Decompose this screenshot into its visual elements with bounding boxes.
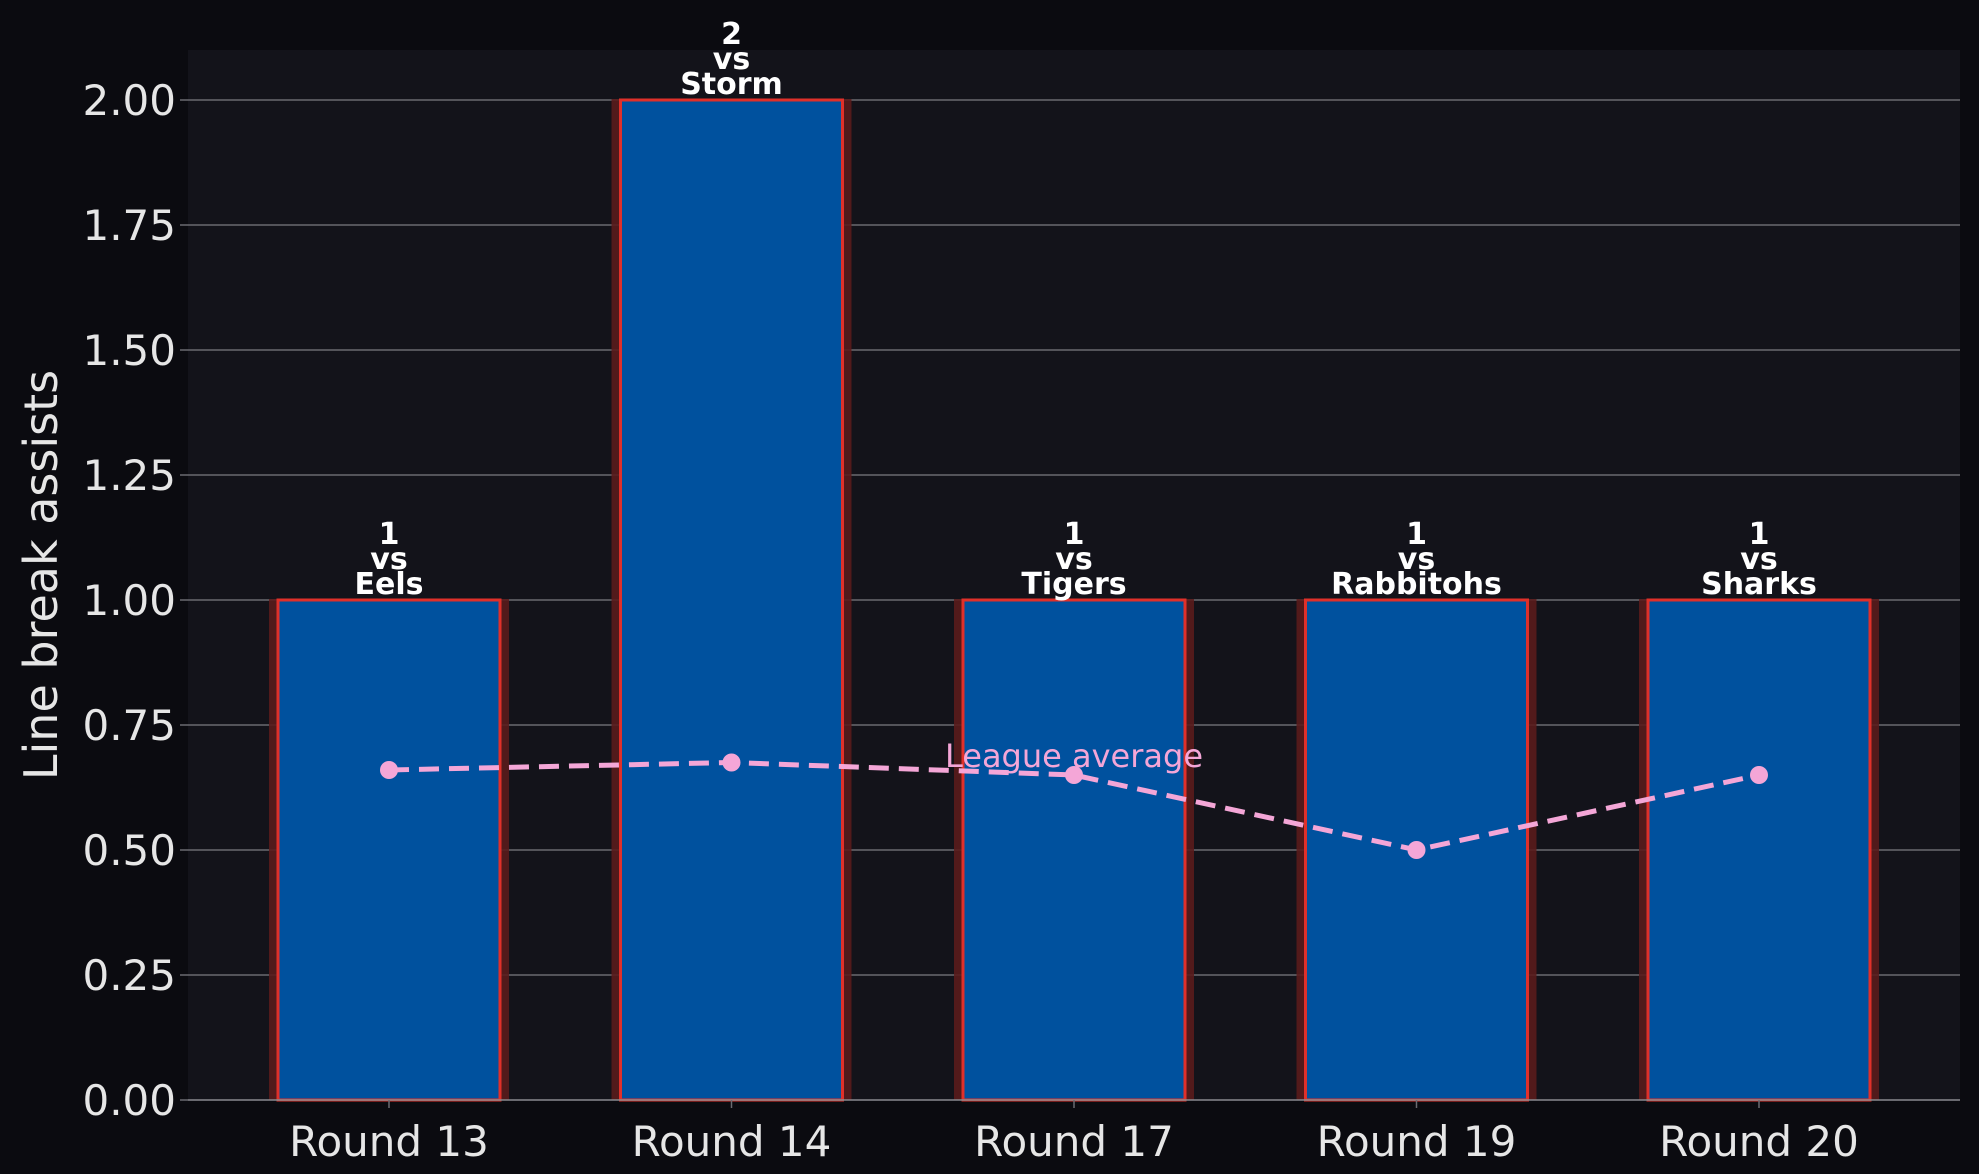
x-axis-ticks: Round 13 Round 14 Round 17 Round 19 Round 20 bbox=[289, 1100, 1859, 1166]
bar-value-label: 1 vs Sharks bbox=[1701, 517, 1817, 602]
bar-value-label: 1 vs Tigers bbox=[1021, 517, 1126, 602]
y-tick-label: 2.00 bbox=[82, 76, 176, 125]
y-tick-label: 0.00 bbox=[82, 1076, 176, 1125]
bar bbox=[1646, 598, 1872, 1102]
y-tick-label: 1.75 bbox=[82, 201, 176, 250]
y-tick-label: 0.50 bbox=[82, 826, 176, 875]
x-tick-label: Round 17 bbox=[974, 1117, 1174, 1166]
bar-labels: 1 vs Eels 2 vs Storm 1 vs Tigers 1 vs Rabbitohs 1 vs S… bbox=[355, 17, 1817, 602]
league-average-annotation: League average bbox=[945, 737, 1203, 775]
x-tick-label: Round 19 bbox=[1317, 1117, 1517, 1166]
y-tick-label: 1.50 bbox=[82, 326, 176, 375]
y-tick-label: 1.25 bbox=[82, 451, 176, 500]
bar bbox=[619, 98, 844, 1102]
bar bbox=[961, 598, 1187, 1102]
league-average-point bbox=[1750, 766, 1768, 784]
x-tick-label: Round 13 bbox=[289, 1117, 489, 1166]
bar-value-label: 1 vs Eels bbox=[355, 517, 424, 602]
league-average-point bbox=[1407, 841, 1426, 859]
y-tick-label: 1.00 bbox=[82, 576, 176, 625]
y-axis-label: Line break assists bbox=[14, 370, 68, 780]
league-average-point bbox=[722, 753, 741, 772]
y-axis-ticks: 0.00 0.25 0.50 0.75 1.00 1.25 1.50 1.75 2.00 bbox=[82, 76, 188, 1125]
x-tick-label: Round 20 bbox=[1659, 1117, 1859, 1166]
bar bbox=[276, 598, 502, 1102]
league-average-point bbox=[380, 761, 398, 779]
y-tick-label: 0.75 bbox=[82, 701, 176, 750]
bar-value-label: 1 vs Rabbitohs bbox=[1331, 517, 1502, 602]
league-average-point bbox=[1065, 766, 1083, 784]
league-average-series bbox=[380, 753, 1768, 859]
y-tick-label: 0.25 bbox=[82, 951, 176, 1000]
x-tick-label: Round 14 bbox=[632, 1117, 832, 1166]
bars bbox=[269, 98, 1879, 1102]
bar-value-label: 2 vs Storm bbox=[680, 17, 783, 102]
league-average-line bbox=[388, 759, 1760, 853]
